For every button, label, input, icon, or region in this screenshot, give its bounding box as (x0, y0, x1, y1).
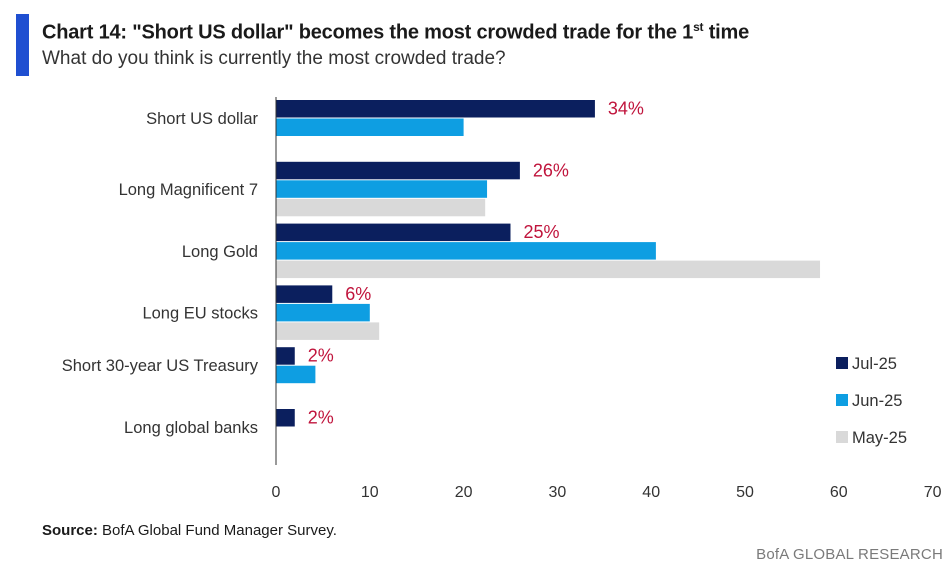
source-label: Source: (42, 522, 98, 539)
footer-brand: BofA GLOBAL RESEARCH (756, 546, 943, 563)
category-label: Short US dollar (146, 110, 258, 128)
bar-jul-25 (276, 100, 595, 118)
data-label: 2% (308, 346, 334, 366)
category-label: Long Gold (182, 243, 258, 261)
data-label: 34% (608, 99, 644, 119)
bar-jul-25 (276, 161, 520, 180)
bar-jun-25 (276, 242, 656, 260)
title-superscript: st (693, 20, 704, 34)
legend-swatch (836, 357, 848, 369)
x-tick-label: 50 (736, 484, 754, 501)
chart-title: Chart 14: "Short US dollar" becomes the … (42, 20, 749, 45)
data-label: 6% (345, 284, 371, 304)
x-tick-label: 20 (455, 484, 473, 501)
bar-may-25 (276, 198, 486, 217)
source-note: Source: BofA Global Fund Manager Survey. (42, 522, 337, 539)
bar-jun-25 (276, 365, 316, 384)
bar-may-25 (276, 260, 821, 279)
category-label: Long global banks (124, 419, 258, 437)
x-tick-label: 10 (361, 484, 379, 501)
legend-label: Jun-25 (852, 392, 902, 410)
bar-jul-25 (276, 409, 295, 427)
legend-swatch (836, 394, 848, 406)
legend-swatch (836, 431, 848, 443)
x-tick-label: 60 (830, 484, 848, 501)
bar-jun-25 (276, 180, 488, 198)
source-text: BofA Global Fund Manager Survey. (97, 522, 337, 539)
x-tick-label: 70 (924, 484, 942, 501)
title-end: time (703, 21, 750, 44)
chart-subtitle: What do you think is currently the most … (42, 48, 506, 69)
data-label: 26% (533, 160, 569, 180)
x-tick-label: 30 (549, 484, 567, 501)
legend-label: May-25 (852, 429, 907, 447)
bar-jul-25 (276, 223, 511, 242)
x-tick-label: 40 (642, 484, 660, 501)
bar-jun-25 (276, 303, 370, 322)
data-label: 2% (308, 408, 334, 428)
x-tick-label: 0 (272, 484, 281, 501)
bar-may-25 (276, 322, 380, 340)
data-label: 25% (524, 222, 560, 242)
category-label: Long EU stocks (142, 305, 258, 323)
title-accent-bar (16, 14, 29, 76)
title-main: Chart 14: "Short US dollar" becomes the … (42, 21, 694, 44)
bar-jun-25 (276, 118, 464, 136)
bar-jul-25 (276, 285, 333, 303)
legend-label: Jul-25 (852, 355, 897, 373)
bar-jul-25 (276, 347, 295, 365)
category-label: Short 30-year US Treasury (62, 357, 259, 375)
category-label: Long Magnificent 7 (119, 181, 258, 199)
